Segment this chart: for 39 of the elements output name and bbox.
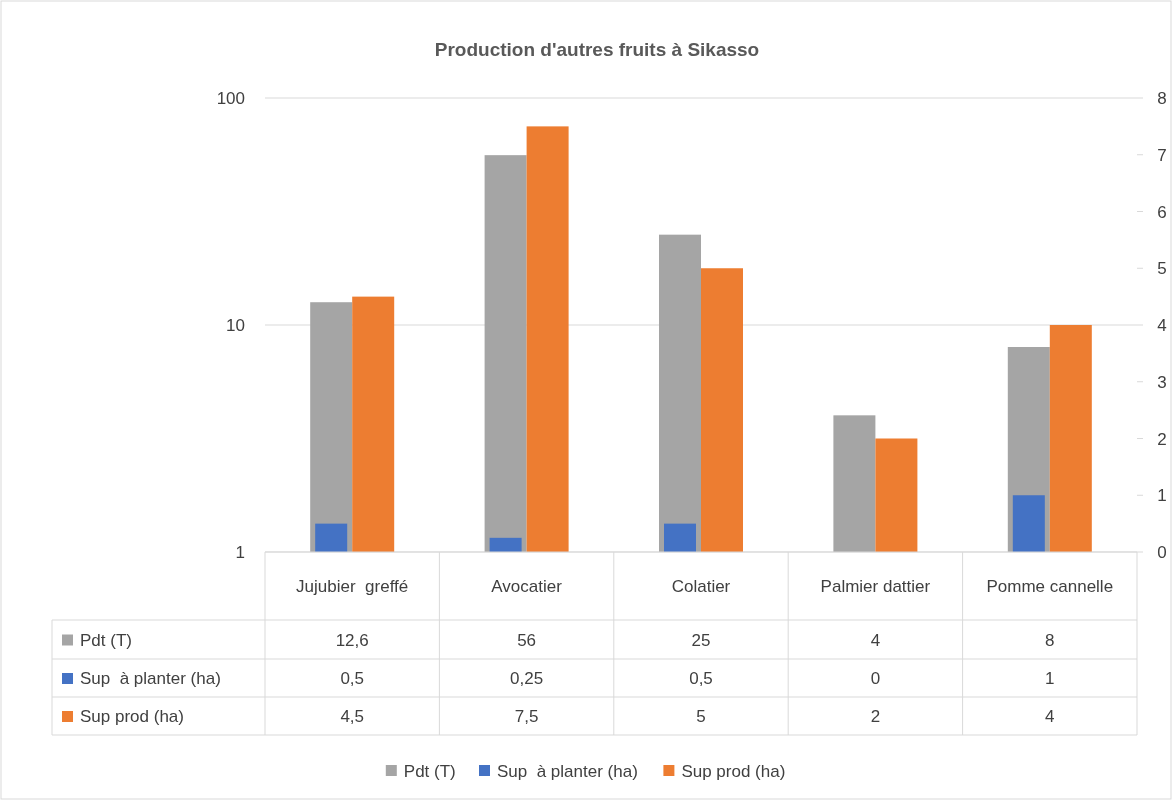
data-label: 7,5	[514, 707, 539, 726]
y2-tick-label: 7	[1157, 145, 1167, 165]
data-label: 56	[517, 630, 537, 650]
legend-label: Pdt (T)	[80, 630, 132, 650]
x-tick-label: Avocatier	[491, 577, 563, 596]
y-tick-label: 10	[226, 316, 245, 335]
data-label: 0	[870, 669, 881, 688]
data-label: 12,6	[335, 630, 369, 650]
y2-tick-label: 2	[1157, 429, 1167, 449]
data-label: 1	[1045, 669, 1055, 688]
x-tick-label: Palmier dattier	[820, 577, 931, 596]
x-tick-label: Jujubier greffé	[296, 577, 409, 596]
data-label: 0,25	[510, 669, 544, 688]
text: Sup à planter (ha)	[497, 762, 638, 781]
data-label: 4	[1045, 707, 1055, 726]
data-label: 2	[870, 707, 881, 726]
data-label: 5	[696, 707, 706, 726]
x-tick-label: Pomme cannelle	[986, 577, 1114, 596]
text: Sup prod (ha)	[80, 707, 184, 726]
text: Pdt (T)	[403, 762, 456, 781]
data-label: 0,5	[340, 669, 365, 688]
data-label: 0,5	[689, 669, 713, 688]
y2-tick-label: 5	[1157, 259, 1167, 279]
legend-label: Sup prod (ha)	[681, 762, 786, 781]
y2-tick-label: 0	[1157, 543, 1167, 562]
y-tick-label: 1	[235, 543, 245, 562]
y2-tick-label: 8	[1157, 89, 1167, 108]
y2-tick-label: 3	[1157, 372, 1167, 392]
x-tick-label: Colatier	[671, 577, 731, 596]
y2-tick-label: 4	[1157, 316, 1167, 335]
data-label: 25	[691, 630, 711, 650]
data-label: 4	[870, 630, 881, 650]
y2-tick-label: 6	[1157, 202, 1167, 222]
data-label: 8	[1045, 630, 1055, 650]
chart-title: Production d'autres fruits à Sikasso	[434, 39, 760, 60]
y2-tick-label: 1	[1157, 486, 1167, 506]
data-label: 4,5	[340, 707, 365, 726]
legend-label: Sup à planter (ha)	[80, 669, 221, 688]
y-tick-label: 100	[216, 89, 245, 108]
